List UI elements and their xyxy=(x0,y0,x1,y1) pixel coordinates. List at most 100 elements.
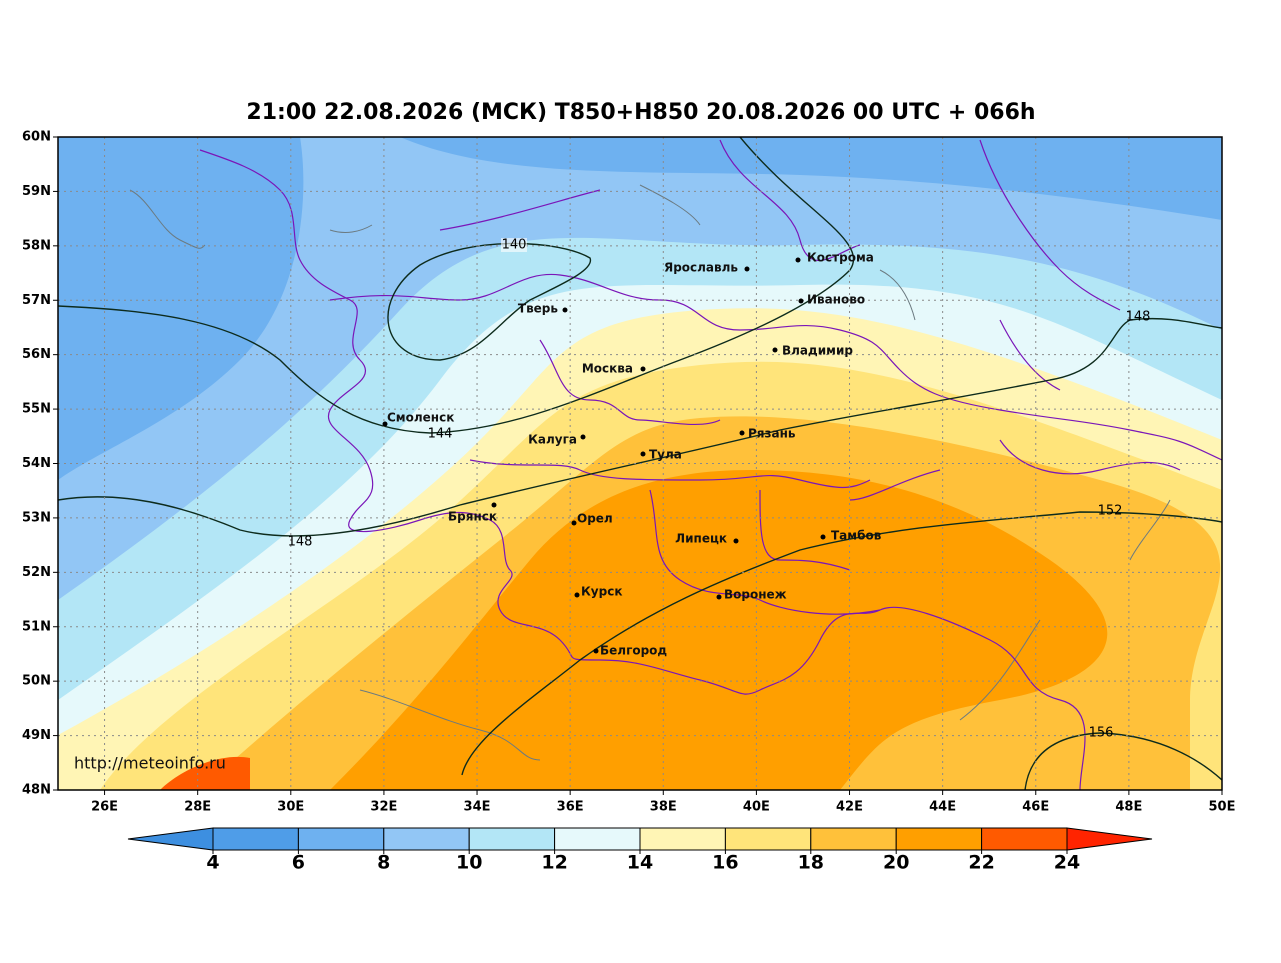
contour-labels: 140 144 148 148 152 156 xyxy=(288,238,1151,741)
city-dot xyxy=(772,347,778,353)
y-tick-label: 53N xyxy=(22,510,51,525)
city-label: Москва xyxy=(582,362,633,376)
city-label: Смоленск xyxy=(387,411,454,425)
contour-label: 148 xyxy=(1126,310,1151,325)
colorbar: 4 6 8 10 12 14 16 18 20 22 24 xyxy=(127,827,1153,874)
label-bg xyxy=(501,238,527,252)
colorbar-tick-label: 16 xyxy=(712,852,738,874)
x-tick-label: 34E xyxy=(464,800,491,815)
colorbar-tick-label: 6 xyxy=(292,852,305,874)
city-dot xyxy=(571,520,577,526)
colorbar-segment xyxy=(383,827,470,851)
y-tick-label: 59N xyxy=(22,184,51,199)
y-tick-label: 49N xyxy=(22,728,51,743)
x-tick-label: 36E xyxy=(557,800,584,815)
city-dot xyxy=(744,266,750,272)
city-dot xyxy=(491,502,497,508)
city-label: Курск xyxy=(581,585,622,599)
colorbar-tick-label: 20 xyxy=(883,852,909,874)
x-tick-label: 50E xyxy=(1209,800,1236,815)
colorbar-tick-label: 8 xyxy=(377,852,390,874)
colorbar-tick-label: 24 xyxy=(1054,852,1080,874)
colorbar-segment xyxy=(297,827,385,851)
city-label: Тула xyxy=(649,448,682,462)
watermark: http://meteoinfo.ru xyxy=(74,754,226,773)
city-label: Ярославль xyxy=(664,261,738,275)
city-label: Калуга xyxy=(528,433,577,447)
band xyxy=(58,137,304,480)
x-tick-label: 46E xyxy=(1022,800,1049,815)
colorbar-tick-label: 10 xyxy=(456,852,482,874)
contour-label: 144 xyxy=(428,427,453,442)
contour-label: 148 xyxy=(288,535,313,550)
cities: Кострома Ярославль Иваново Тверь Владими… xyxy=(382,251,882,658)
x-tick-label: 30E xyxy=(277,800,304,815)
colorbar-segment xyxy=(724,827,812,851)
band xyxy=(400,137,1222,220)
city-label: Кострома xyxy=(807,251,874,265)
contour-label: 156 xyxy=(1089,726,1114,741)
contour-label: 152 xyxy=(1098,504,1123,519)
x-tick-label: 28E xyxy=(184,800,211,815)
x-tick-label: 32E xyxy=(370,800,397,815)
y-tick-label: 58N xyxy=(22,238,51,253)
y-tick-label: 50N xyxy=(22,674,51,689)
x-tick-label: 48E xyxy=(1115,800,1142,815)
city-dot xyxy=(733,538,739,544)
city-dot xyxy=(593,648,599,654)
city-dot xyxy=(820,534,826,540)
city-label: Тверь xyxy=(518,302,559,316)
band xyxy=(330,470,1108,790)
city-dot xyxy=(640,366,646,372)
x-tick-label: 38E xyxy=(650,800,677,815)
x-tick-label: 42E xyxy=(836,800,863,815)
city-dot xyxy=(382,421,388,427)
y-tick-label: 60N xyxy=(22,130,51,145)
city-label: Рязань xyxy=(748,427,796,441)
colorbar-tick-label: 4 xyxy=(206,852,219,874)
city-label: Тамбов xyxy=(831,529,882,543)
colorbar-segment xyxy=(468,827,556,851)
city-dot xyxy=(562,307,568,313)
y-tick-label: 51N xyxy=(22,619,51,634)
colorbar-segment xyxy=(981,827,1068,851)
y-tick-label: 57N xyxy=(22,293,51,308)
city-label: Белгород xyxy=(600,644,667,658)
colorbar-tick-label: 22 xyxy=(968,852,994,874)
city-label: Иваново xyxy=(807,293,865,307)
city-dot xyxy=(795,257,801,263)
city-label: Липецк xyxy=(675,532,727,546)
y-tick-label: 52N xyxy=(22,565,51,580)
city-label: Брянск xyxy=(448,510,497,524)
y-tick-label: 54N xyxy=(22,456,51,471)
y-tick-label: 56N xyxy=(22,347,51,362)
colorbar-segment xyxy=(895,827,983,851)
city-dot xyxy=(580,434,586,440)
colorbar-extend xyxy=(127,827,214,851)
colorbar-segment xyxy=(810,827,897,851)
city-label: Орел xyxy=(577,512,613,526)
city-label: Владимир xyxy=(782,344,853,358)
map-field xyxy=(58,137,1222,790)
colorbar-tick-label: 12 xyxy=(541,852,567,874)
city-dot xyxy=(640,451,646,457)
colorbar-tick-label: 18 xyxy=(798,852,824,874)
colorbar-tick-label: 14 xyxy=(627,852,653,874)
y-tick-label: 48N xyxy=(22,783,51,798)
x-tick-label: 44E xyxy=(929,800,956,815)
x-tick-label: 26E xyxy=(91,800,118,815)
colorbar-segment xyxy=(212,827,299,851)
colorbar-segment xyxy=(639,827,726,851)
city-dot xyxy=(574,592,580,598)
band xyxy=(160,756,250,790)
city-dot xyxy=(798,298,804,304)
title: 21:00 22.08.2026 (МСК) T850+H850 20.08.2… xyxy=(246,100,1035,125)
city-label: Воронеж xyxy=(724,588,787,602)
colorbar-segment xyxy=(554,827,641,851)
city-dot xyxy=(739,430,745,436)
contour-label: 140 xyxy=(502,238,527,253)
colorbar-extend xyxy=(1066,827,1153,851)
grid xyxy=(58,136,1223,791)
